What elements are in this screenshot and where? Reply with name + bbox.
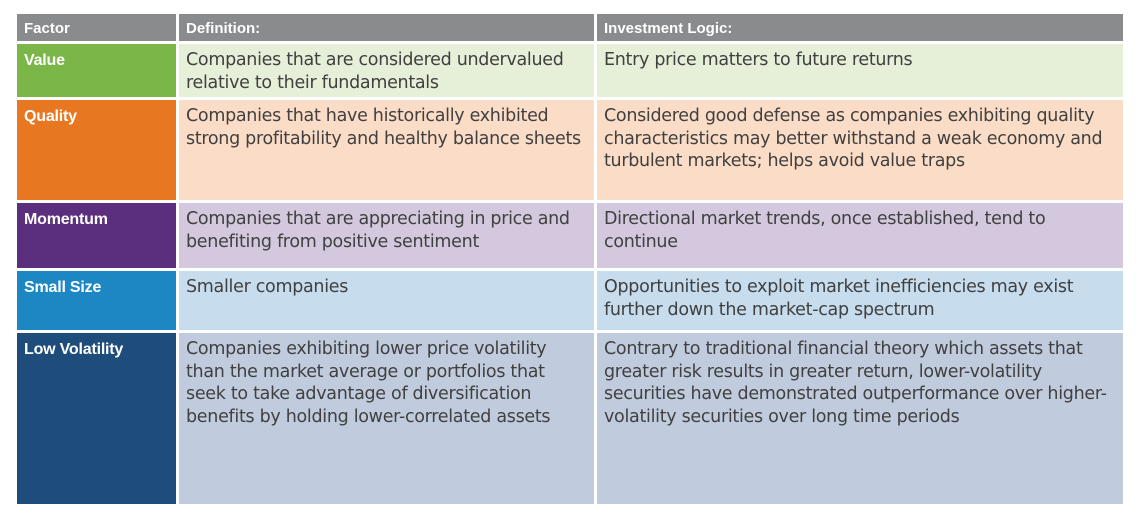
table-row: Value Companies that are considered unde… <box>17 44 1123 100</box>
definition-cell: Companies that have historically exhibit… <box>179 100 597 203</box>
investment-logic-cell: Opportunities to exploit market ineffici… <box>597 271 1123 333</box>
factor-cell: Momentum <box>17 203 179 271</box>
investment-logic-cell: Contrary to traditional financial theory… <box>597 333 1123 504</box>
header-investment-logic: Investment Logic: <box>597 14 1123 44</box>
factor-table: Factor Definition: Investment Logic: Val… <box>17 14 1123 504</box>
table-header-row: Factor Definition: Investment Logic: <box>17 14 1123 44</box>
table-row: Low Volatility Companies exhibiting lowe… <box>17 333 1123 504</box>
header-factor: Factor <box>17 14 179 44</box>
header-definition: Definition: <box>179 14 597 44</box>
table-row: Momentum Companies that are appreciating… <box>17 203 1123 271</box>
investment-logic-cell: Directional market trends, once establis… <box>597 203 1123 271</box>
investment-logic-cell: Entry price matters to future returns <box>597 44 1123 100</box>
definition-cell: Companies that are appreciating in price… <box>179 203 597 271</box>
factor-cell: Small Size <box>17 271 179 333</box>
definition-cell: Companies exhibiting lower price volatil… <box>179 333 597 504</box>
factor-cell: Low Volatility <box>17 333 179 504</box>
table-row: Quality Companies that have historically… <box>17 100 1123 203</box>
definition-cell: Companies that are considered undervalue… <box>179 44 597 100</box>
factor-cell: Value <box>17 44 179 100</box>
factor-cell: Quality <box>17 100 179 203</box>
definition-cell: Smaller companies <box>179 271 597 333</box>
table-row: Small Size Smaller companies Opportuniti… <box>17 271 1123 333</box>
investment-logic-cell: Considered good defense as companies exh… <box>597 100 1123 203</box>
